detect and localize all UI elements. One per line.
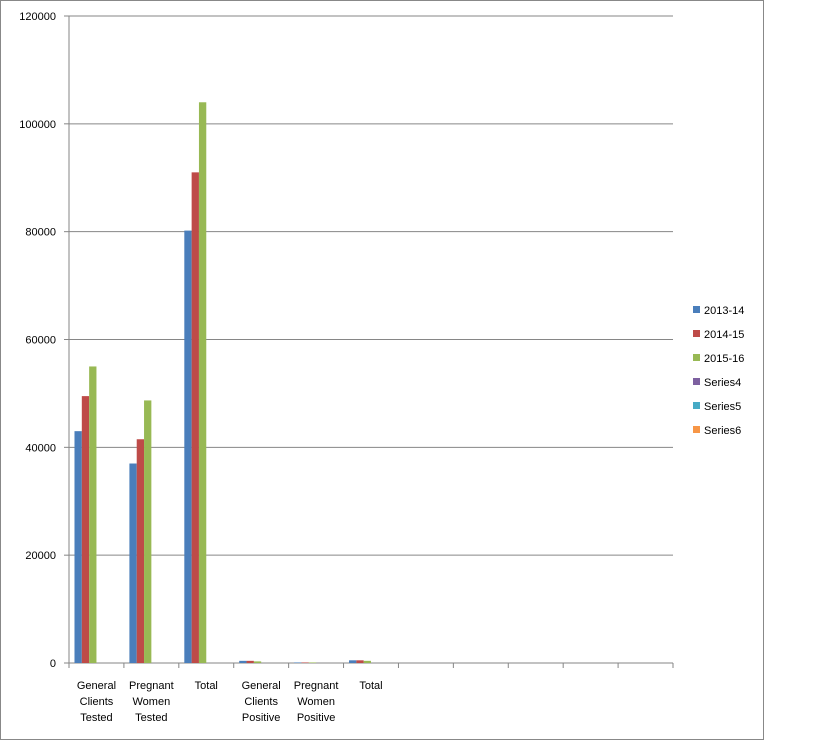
bar: [301, 662, 309, 663]
legend-swatch: [693, 402, 700, 409]
bar: [246, 660, 254, 663]
legend-swatch: [693, 306, 700, 313]
legend-label: 2013-14: [704, 305, 744, 317]
x-tick-label: General Clients Tested: [77, 680, 116, 724]
x-tick-label: General Clients Positive: [242, 680, 281, 724]
legend-label: 2014-15: [704, 329, 744, 341]
legend-swatch: [693, 378, 700, 385]
legend-label: Series5: [704, 401, 741, 413]
legend-swatch: [693, 330, 700, 337]
bar: [74, 431, 82, 663]
x-tick-label: Pregnant Women Positive: [294, 680, 339, 724]
bar: [294, 662, 302, 663]
bar: [136, 439, 145, 663]
y-tick-label: 60000: [25, 335, 56, 347]
legend-swatch: [693, 354, 700, 361]
legend-label: 2015-16: [704, 353, 744, 365]
y-tick-label: 80000: [25, 227, 56, 239]
bar: [89, 366, 97, 663]
bar: [253, 661, 262, 663]
bar: [349, 660, 357, 663]
legend-swatch: [693, 426, 700, 433]
bar: [308, 662, 317, 663]
bar: [239, 660, 247, 663]
y-tick-label: 0: [50, 658, 56, 670]
x-tick-label: Pregnant Women Tested: [129, 680, 174, 724]
bar: [356, 660, 364, 663]
bar: [184, 230, 192, 664]
bar: [129, 463, 137, 663]
x-tick-label: Total: [359, 680, 382, 692]
chart-border: [0, 0, 764, 740]
y-tick-label: 40000: [25, 442, 56, 454]
legend-label: Series6: [704, 425, 741, 437]
bar: [363, 660, 371, 663]
y-tick-label: 120000: [19, 11, 56, 23]
legend-label: Series4: [704, 377, 741, 389]
bar: [191, 172, 199, 663]
y-tick-label: 20000: [25, 550, 56, 562]
bar: [144, 400, 152, 663]
y-tick-label: 100000: [19, 119, 56, 131]
bar: [198, 102, 207, 664]
bar: [81, 396, 90, 663]
x-tick-label: Total: [195, 680, 218, 692]
